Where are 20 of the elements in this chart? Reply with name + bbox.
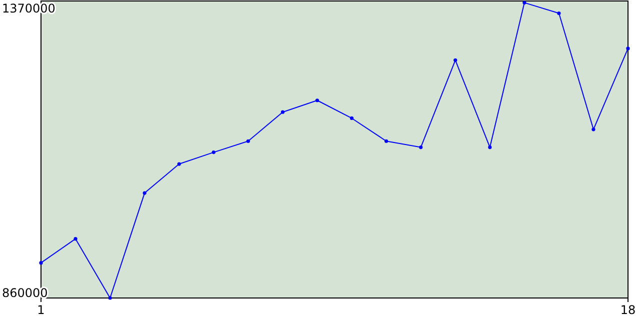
- point: [39, 261, 43, 265]
- point: [246, 139, 250, 143]
- point: [108, 296, 112, 300]
- point: [592, 128, 596, 132]
- point: [212, 150, 216, 154]
- point: [488, 145, 492, 150]
- point: [280, 110, 285, 114]
- point: [522, 0, 526, 4]
- point: [454, 58, 458, 62]
- x-tick-label: 18: [620, 303, 636, 317]
- point: [384, 139, 388, 143]
- point: [177, 162, 181, 166]
- point: [626, 46, 630, 50]
- point: [315, 98, 320, 102]
- point: [142, 191, 146, 195]
- point: [350, 116, 354, 120]
- point: [74, 237, 78, 241]
- point: [419, 145, 423, 150]
- x-tick-label: 1: [37, 303, 45, 317]
- point: [557, 11, 561, 16]
